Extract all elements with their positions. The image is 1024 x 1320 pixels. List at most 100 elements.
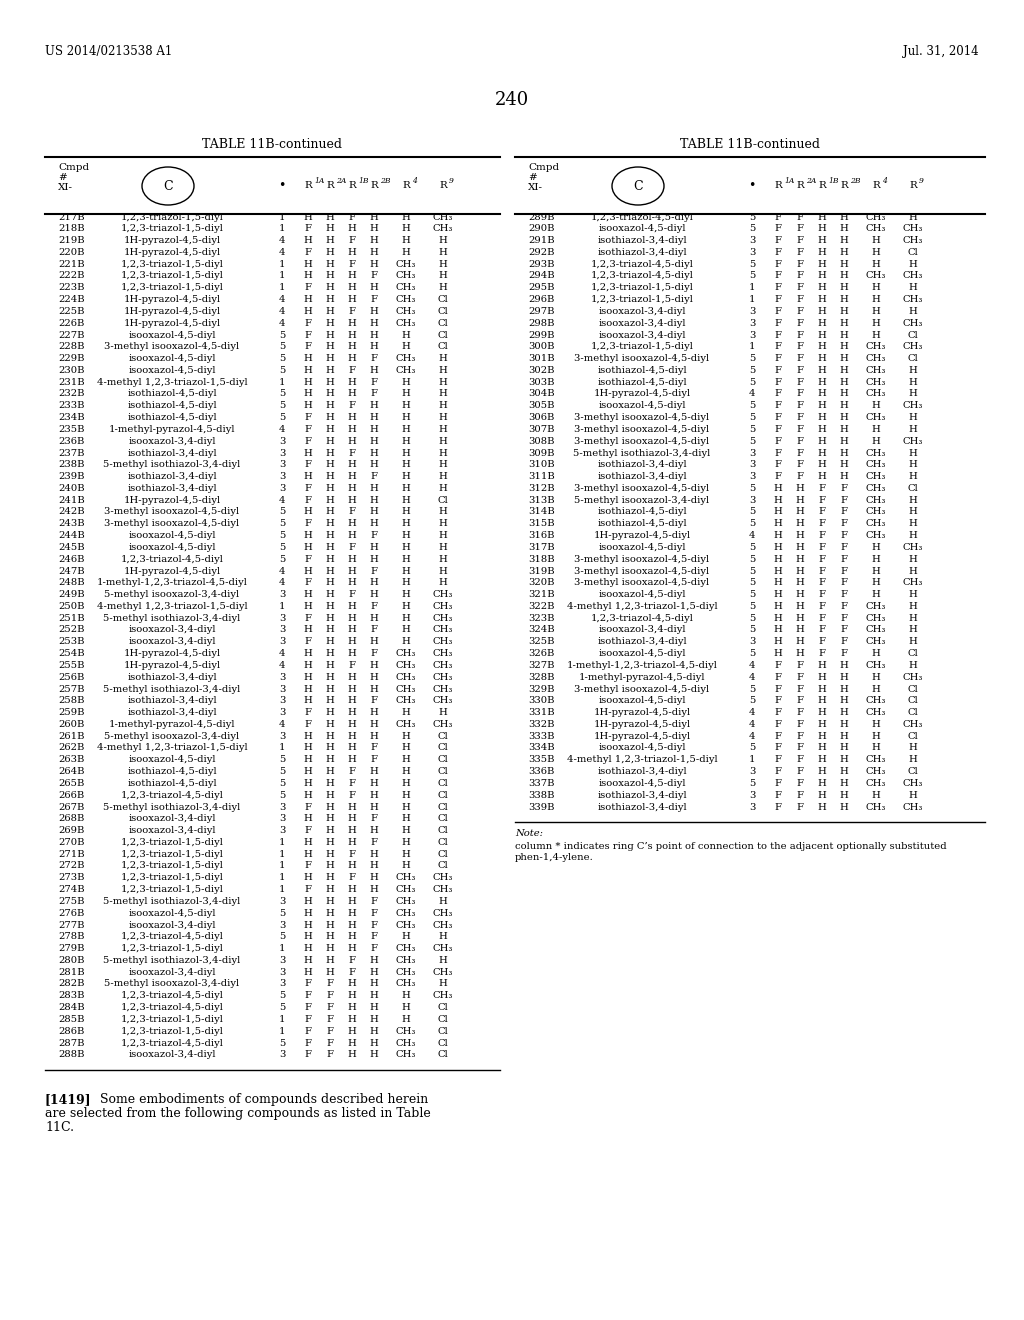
Text: 9: 9 [449, 177, 454, 185]
Text: F: F [348, 779, 355, 788]
Text: 229B: 229B [58, 354, 85, 363]
Text: 1: 1 [279, 284, 286, 292]
Text: 323B: 323B [528, 614, 555, 623]
Text: F: F [304, 826, 311, 836]
Text: 233B: 233B [58, 401, 85, 411]
Text: 4-methyl 1,2,3-triazol-1,5-diyl: 4-methyl 1,2,3-triazol-1,5-diyl [96, 378, 248, 387]
Text: H: H [401, 743, 411, 752]
Text: F: F [797, 449, 804, 458]
Text: F: F [304, 708, 311, 717]
Text: F: F [774, 366, 781, 375]
Text: 5: 5 [749, 626, 755, 635]
Text: F: F [797, 767, 804, 776]
Text: H: H [370, 437, 379, 446]
Text: 1,2,3-triazol-4,5-diyl: 1,2,3-triazol-4,5-diyl [121, 991, 223, 1001]
Text: CH₃: CH₃ [866, 614, 886, 623]
Text: CH₃: CH₃ [866, 507, 886, 516]
Text: 1: 1 [749, 296, 756, 304]
Text: isooxazol-3,4-diyl: isooxazol-3,4-diyl [128, 638, 216, 647]
Text: R: R [909, 181, 916, 190]
Text: F: F [797, 378, 804, 387]
Text: H: H [871, 248, 881, 257]
Text: H: H [347, 248, 356, 257]
Text: H: H [326, 378, 335, 387]
Text: 5: 5 [279, 767, 286, 776]
Text: 1H-pyrazol-4,5-diyl: 1H-pyrazol-4,5-diyl [124, 496, 220, 504]
Text: H: H [871, 543, 881, 552]
Text: isooxazol-4,5-diyl: isooxazol-4,5-diyl [128, 908, 216, 917]
Text: H: H [347, 602, 356, 611]
Text: CH₃: CH₃ [903, 578, 924, 587]
Text: H: H [326, 248, 335, 257]
Text: Cl: Cl [437, 850, 449, 859]
Text: H: H [840, 697, 848, 705]
Text: CH₃: CH₃ [433, 908, 454, 917]
Text: 221B: 221B [58, 260, 85, 269]
Text: H: H [401, 425, 411, 434]
Text: 281B: 281B [58, 968, 85, 977]
Text: CH₃: CH₃ [903, 803, 924, 812]
Text: H: H [908, 755, 918, 764]
Text: H: H [908, 638, 918, 647]
Text: 5-methyl isothiazol-3,4-diyl: 5-methyl isothiazol-3,4-diyl [103, 896, 241, 906]
Text: 1,2,3-triazol-1,5-diyl: 1,2,3-triazol-1,5-diyl [121, 272, 223, 281]
Text: H: H [370, 673, 379, 681]
Text: isothiazol-3,4-diyl: isothiazol-3,4-diyl [597, 461, 687, 470]
Text: F: F [348, 236, 355, 246]
Text: CH₃: CH₃ [396, 1051, 416, 1060]
Text: F: F [348, 401, 355, 411]
Text: F: F [818, 543, 825, 552]
Text: F: F [774, 803, 781, 812]
Text: 223B: 223B [58, 284, 85, 292]
Text: 1,2,3-triazol-1,5-diyl: 1,2,3-triazol-1,5-diyl [121, 260, 223, 269]
Text: H: H [401, 449, 411, 458]
Text: CH₃: CH₃ [903, 296, 924, 304]
Text: H: H [326, 484, 335, 492]
Text: H: H [840, 755, 848, 764]
Text: H: H [908, 306, 918, 315]
Text: F: F [841, 496, 848, 504]
Text: 270B: 270B [58, 838, 85, 847]
Text: F: F [304, 437, 311, 446]
Text: 3: 3 [279, 626, 286, 635]
Text: isooxazol-3,4-diyl: isooxazol-3,4-diyl [598, 306, 686, 315]
Text: 260B: 260B [58, 719, 84, 729]
Text: 232B: 232B [58, 389, 85, 399]
Text: F: F [774, 791, 781, 800]
Text: H: H [773, 531, 782, 540]
Text: C: C [163, 180, 173, 193]
Text: CH₃: CH₃ [396, 306, 416, 315]
Text: H: H [370, 224, 379, 234]
Text: 307B: 307B [528, 425, 555, 434]
Text: H: H [326, 543, 335, 552]
Text: H: H [370, 791, 379, 800]
Text: F: F [327, 1039, 334, 1048]
Text: Cl: Cl [437, 1039, 449, 1048]
Text: H: H [347, 626, 356, 635]
Text: 3: 3 [279, 920, 286, 929]
Text: F: F [774, 248, 781, 257]
Text: H: H [347, 272, 356, 281]
Text: 258B: 258B [58, 697, 85, 705]
Text: F: F [304, 342, 311, 351]
Text: 298B: 298B [528, 318, 555, 327]
Text: 5-methyl isothiazol-3,4-diyl: 5-methyl isothiazol-3,4-diyl [103, 461, 241, 470]
Text: H: H [347, 1027, 356, 1036]
Text: F: F [327, 1051, 334, 1060]
Text: H: H [401, 437, 411, 446]
Text: H: H [326, 743, 335, 752]
Text: 5: 5 [749, 413, 755, 422]
Text: 239B: 239B [58, 473, 85, 480]
Text: H: H [326, 862, 335, 870]
Text: 5: 5 [749, 554, 755, 564]
Text: H: H [326, 697, 335, 705]
Text: 320B: 320B [528, 578, 555, 587]
Text: 284B: 284B [58, 1003, 85, 1012]
Text: H: H [304, 531, 312, 540]
Text: H: H [773, 507, 782, 516]
Text: 5: 5 [279, 991, 286, 1001]
Text: CH₃: CH₃ [396, 874, 416, 882]
Text: 5-methyl isooxazol-3,4-diyl: 5-methyl isooxazol-3,4-diyl [104, 590, 240, 599]
Text: H: H [304, 673, 312, 681]
Text: F: F [818, 626, 825, 635]
